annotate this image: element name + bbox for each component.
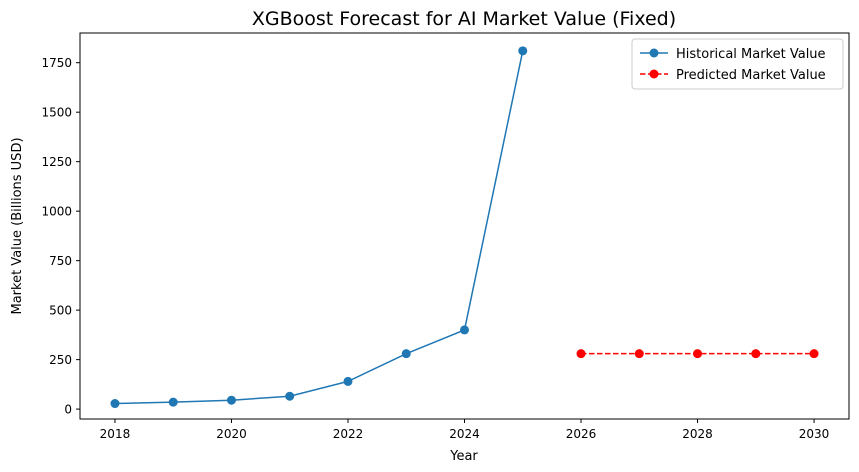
data-point-historical: [518, 46, 528, 56]
x-axis-label: Year: [449, 449, 478, 464]
data-point-historical: [285, 391, 295, 401]
data-point-predicted: [634, 349, 644, 359]
data-point-predicted: [576, 349, 586, 359]
x-tick-label: 2028: [682, 427, 713, 441]
data-point-predicted: [809, 349, 819, 359]
plot-area: [79, 32, 850, 420]
legend: Historical Market Value Predicted Market…: [631, 38, 844, 90]
data-point-historical: [110, 399, 120, 409]
data-point-historical: [168, 397, 178, 407]
x-tick-label: 2018: [100, 427, 131, 441]
y-tick-label: 750: [49, 254, 72, 268]
legend-marker-historical: [649, 48, 659, 58]
series-layer: [110, 46, 819, 409]
legend-box: [631, 38, 844, 90]
data-point-historical: [226, 395, 236, 405]
x-tick-label: 2020: [216, 427, 247, 441]
chart-title: XGBoost Forecast for AI Market Value (Fi…: [252, 8, 676, 30]
data-point-predicted: [693, 349, 703, 359]
y-tick-label: 1500: [41, 106, 72, 120]
series-line-historical: [114, 50, 524, 405]
legend-label-predicted: Predicted Market Value: [676, 68, 826, 83]
y-tick-label: 0: [64, 403, 72, 417]
plot-frame: [79, 32, 850, 420]
data-point-historical: [343, 376, 353, 386]
x-tick-label: 2030: [799, 427, 830, 441]
y-tick-label: 250: [49, 353, 72, 367]
data-point-predicted: [751, 349, 761, 359]
y-tick-label: 1250: [41, 155, 72, 169]
y-axis-label: Market Value (Billions USD): [10, 137, 25, 314]
x-tick-label: 2026: [566, 427, 597, 441]
legend-marker-predicted: [649, 69, 659, 79]
x-axis: 2018 2020 2022 2024 2026 2028 2030: [100, 419, 830, 441]
data-point-historical: [460, 325, 469, 335]
x-tick-label: 2022: [333, 427, 364, 441]
y-tick-label: 1750: [41, 56, 72, 70]
data-point-historical: [401, 349, 411, 359]
x-tick-label: 2024: [449, 427, 480, 441]
y-tick-label: 500: [49, 304, 72, 318]
legend-label-historical: Historical Market Value: [676, 47, 826, 62]
y-axis: 0 250 500 750 1000 1250 1500 1750: [41, 56, 80, 417]
y-tick-label: 1000: [41, 205, 72, 219]
